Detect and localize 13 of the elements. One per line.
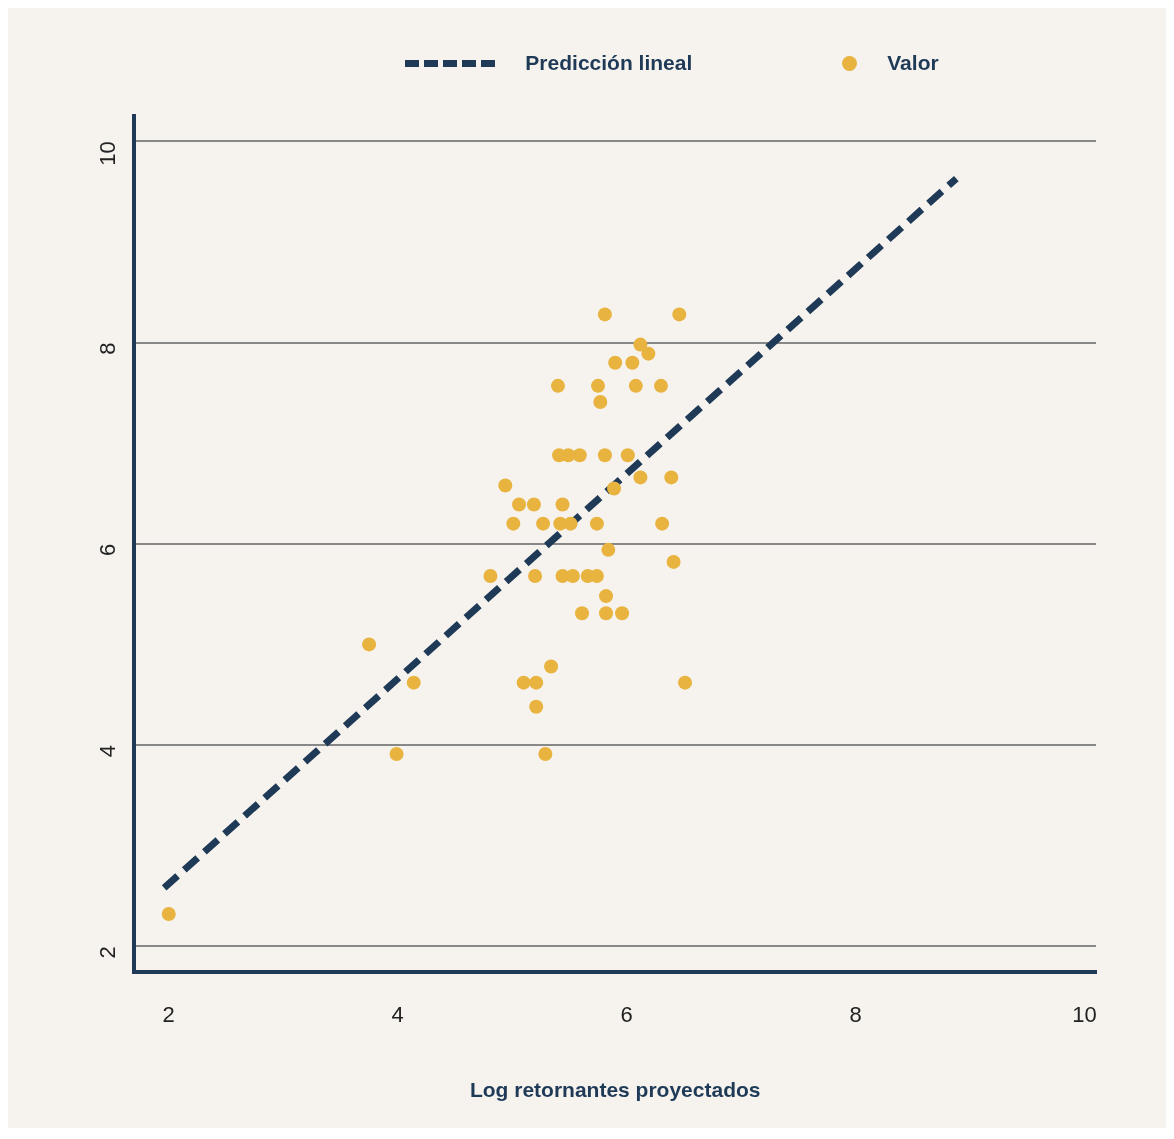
- y-tick-label: 8: [95, 342, 121, 355]
- x-axis-title: Log retornantes proyectados: [469, 1078, 761, 1102]
- x-tick-label: 4: [391, 1001, 404, 1027]
- y-tick-label: 10: [95, 141, 121, 166]
- legend-label: Valor: [887, 51, 939, 75]
- y-tick-label: 6: [95, 543, 121, 557]
- y-tick-label: 2: [95, 946, 121, 959]
- legend-label: Predicción lineal: [525, 51, 693, 75]
- x-tick-label: 8: [849, 1001, 862, 1027]
- y-tick-label: 4: [95, 745, 121, 758]
- x-tick-label: 10: [1072, 1001, 1097, 1027]
- x-tick-label: 2: [162, 1001, 175, 1027]
- x-tick-label: 6: [620, 1001, 633, 1027]
